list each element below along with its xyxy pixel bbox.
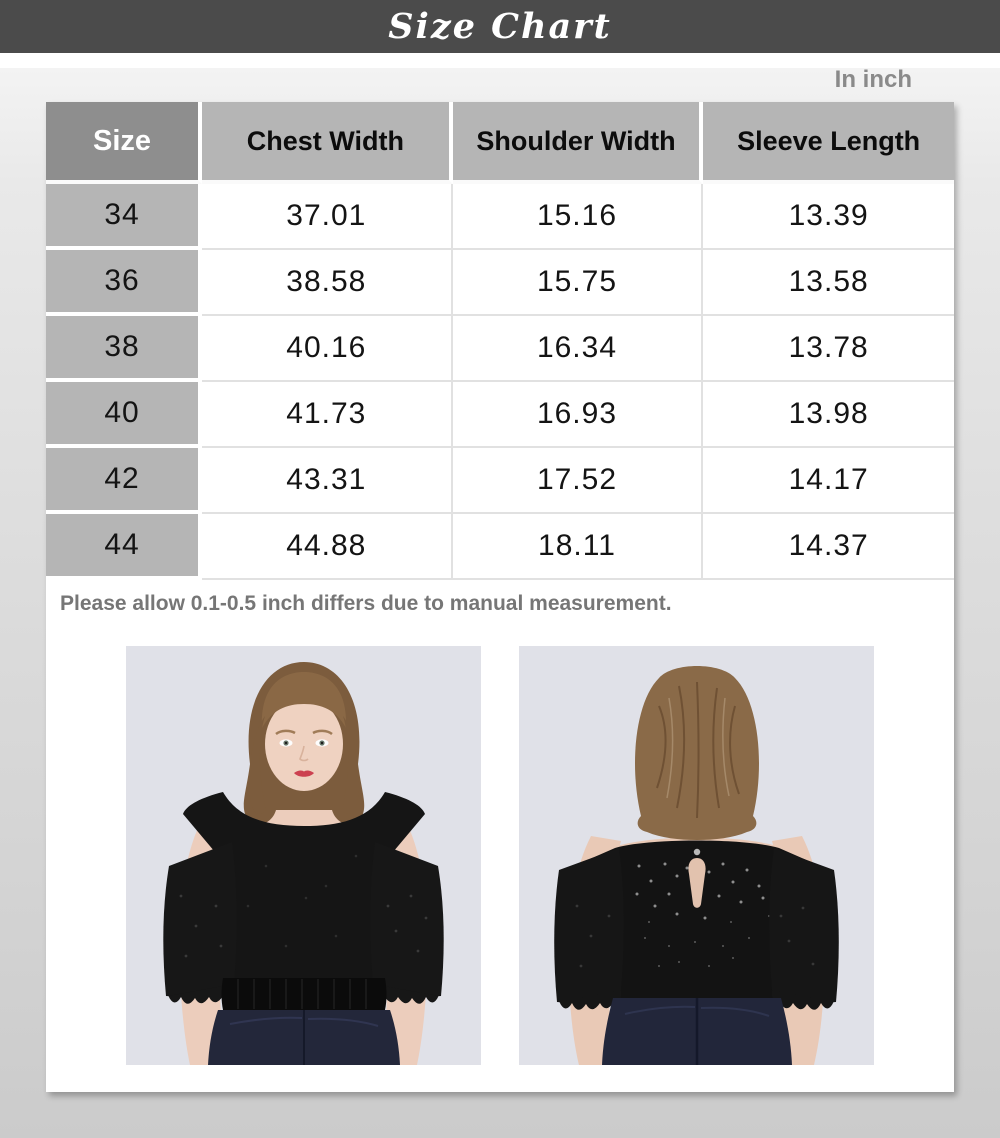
page-title: Size Chart	[388, 6, 612, 47]
table-header-row: Size Chest Width Shoulder Width Sleeve L…	[46, 102, 954, 184]
column-header-shoulder-width: Shoulder Width	[452, 102, 704, 184]
measurement-cell: 13.98	[703, 382, 954, 448]
measurement-note: Please allow 0.1-0.5 inch differs due to…	[60, 592, 672, 615]
model-front-illustration	[126, 646, 481, 1065]
measurement-cell: 16.34	[452, 316, 704, 382]
measurement-cell: 13.58	[703, 250, 954, 316]
column-header-size: Size	[46, 102, 202, 184]
size-cell: 42	[46, 448, 202, 514]
divider-strip	[0, 53, 1000, 68]
measurement-cell: 14.17	[703, 448, 954, 514]
measurement-cell: 40.16	[202, 316, 453, 382]
front-skirt	[208, 1010, 400, 1065]
size-cell: 38	[46, 316, 202, 382]
measurement-cell: 15.16	[452, 184, 704, 250]
measurement-cell: 14.37	[703, 514, 954, 580]
size-cell: 36	[46, 250, 202, 316]
table-row: 42 43.31 17.52 14.17	[46, 448, 954, 514]
size-cell: 34	[46, 184, 202, 250]
product-photo-front	[126, 646, 481, 1065]
table-row: 34 37.01 15.16 13.39	[46, 184, 954, 250]
product-photos	[46, 646, 954, 1065]
back-top	[554, 840, 839, 1010]
unit-label: In inch	[834, 66, 912, 93]
table-row: 44 44.88 18.11 14.37	[46, 514, 954, 580]
back-hair	[635, 666, 759, 840]
measurement-cell: 13.78	[703, 316, 954, 382]
measurement-cell: 18.11	[452, 514, 704, 580]
table-row: 38 40.16 16.34 13.78	[46, 316, 954, 382]
content-panel: Size Chest Width Shoulder Width Sleeve L…	[46, 102, 954, 1092]
table-row: 36 38.58 15.75 13.58	[46, 250, 954, 316]
front-face	[249, 672, 359, 814]
measurement-cell: 37.01	[202, 184, 453, 250]
measurement-cell: 44.88	[202, 514, 453, 580]
measurement-cell: 41.73	[202, 382, 453, 448]
back-skirt	[602, 998, 792, 1065]
measurement-cell: 38.58	[202, 250, 453, 316]
product-photo-back	[519, 646, 874, 1065]
table-row: 40 41.73 16.93 13.98	[46, 382, 954, 448]
size-table-body: 34 37.01 15.16 13.39 36 38.58 15.75 13.58 38 40.1…	[46, 184, 954, 580]
model-back-illustration	[519, 646, 874, 1065]
title-bar: Size Chart	[0, 0, 1000, 53]
measurement-cell: 17.52	[452, 448, 704, 514]
measurement-cell: 43.31	[202, 448, 453, 514]
measurement-cell: 13.39	[703, 184, 954, 250]
size-cell: 40	[46, 382, 202, 448]
column-header-sleeve-length: Sleeve Length	[703, 102, 954, 184]
column-header-chest-width: Chest Width	[202, 102, 453, 184]
size-cell: 44	[46, 514, 202, 580]
front-top	[163, 792, 444, 1010]
measurement-cell: 15.75	[452, 250, 704, 316]
size-table: Size Chest Width Shoulder Width Sleeve L…	[46, 102, 954, 580]
measurement-cell: 16.93	[452, 382, 704, 448]
